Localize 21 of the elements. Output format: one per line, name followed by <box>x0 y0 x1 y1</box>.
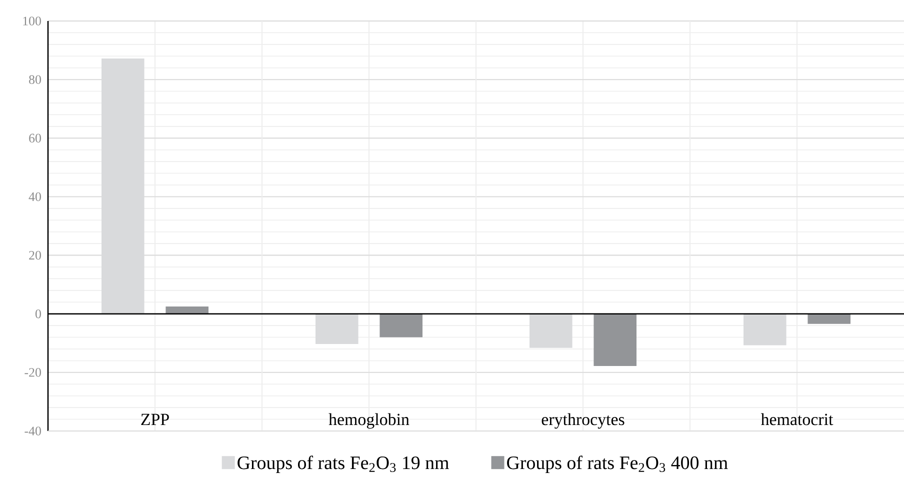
x-tick-label: hematocrit <box>760 413 834 426</box>
bar <box>808 314 851 324</box>
legend-label: Groups of rats Fe$_{2}$O$_{3}$ 19 nm <box>238 456 449 474</box>
y-tick-label: 100 <box>23 16 41 26</box>
x-tick-label: ZPP <box>141 414 169 425</box>
x-tick-label: erythrocytes <box>542 413 624 429</box>
y-tick-label: -20 <box>24 368 41 377</box>
bar <box>380 314 423 338</box>
y-tick-label: -40 <box>24 426 41 436</box>
bar <box>530 314 572 348</box>
legend-label: Groups of rats Fe$_{2}$O$_{3}$ 400 nm <box>507 456 728 474</box>
y-tick-label: 0 <box>36 309 41 318</box>
bar <box>316 314 358 344</box>
bar <box>102 58 144 314</box>
x-tick-label: hemoglobin <box>328 413 410 429</box>
bar <box>594 314 637 366</box>
y-tick-label: 60 <box>29 134 41 143</box>
y-tick-label: 20 <box>29 250 41 260</box>
bar <box>744 314 786 346</box>
y-tick-label: 80 <box>29 75 41 84</box>
y-tick-label: 40 <box>28 192 41 202</box>
